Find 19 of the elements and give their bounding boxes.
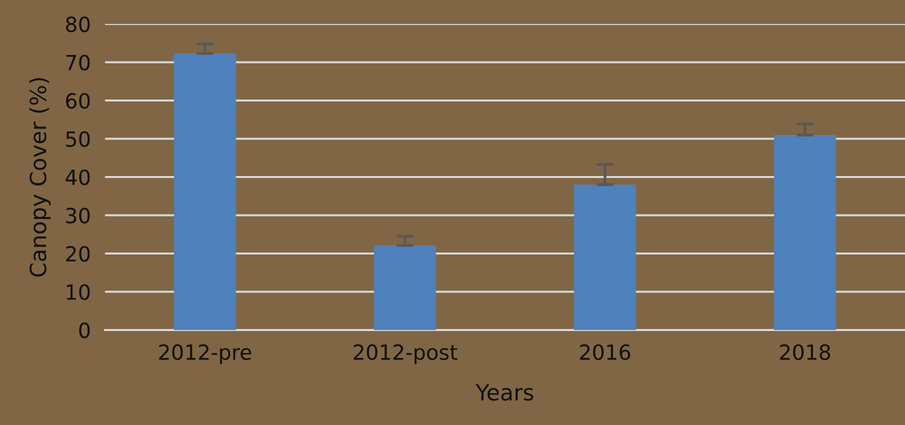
y-tick-label: 40	[66, 169, 90, 186]
bar	[574, 184, 636, 330]
y-tick-label: 0	[79, 322, 90, 338]
bar	[374, 245, 436, 330]
bar	[774, 134, 836, 330]
y-tick-label: 10	[66, 284, 90, 300]
y-tick-label: 60	[66, 92, 90, 109]
y-axis-title: Canopy Cover (%)	[29, 78, 51, 277]
x-tick-label: 2012-post	[354, 344, 458, 364]
x-tick-label: 2018	[780, 344, 830, 360]
x-axis-title: Years	[476, 384, 534, 401]
x-tick-label: 2012-pre	[159, 344, 252, 364]
x-tick-label: 2016	[580, 344, 630, 360]
y-tick-label: 50	[66, 131, 90, 147]
bar	[174, 53, 236, 330]
y-tick-label: 30	[66, 208, 90, 224]
y-tick-label: 20	[66, 246, 90, 262]
y-tick-label: 80	[66, 16, 90, 32]
y-tick-label: 70	[66, 54, 90, 70]
